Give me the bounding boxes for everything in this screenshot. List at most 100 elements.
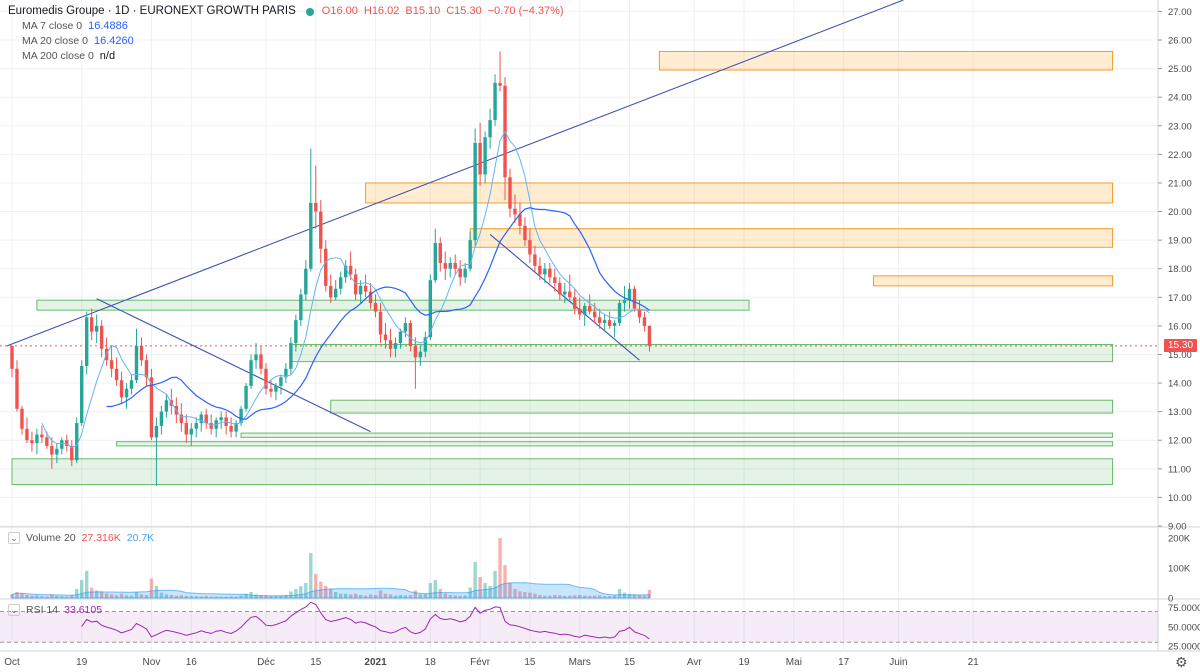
volume-bar xyxy=(642,595,647,598)
volume-bar xyxy=(304,583,308,598)
candle-body xyxy=(348,265,353,275)
price-tick-label: 16.00 xyxy=(1168,321,1192,332)
candle-body xyxy=(433,242,437,281)
collapse-chevron-icon[interactable]: ⌄ xyxy=(8,532,20,544)
candle-body xyxy=(568,291,572,298)
volume-bar xyxy=(388,594,393,598)
candle-body xyxy=(383,334,388,341)
ma7-line xyxy=(41,130,650,449)
candle-body xyxy=(294,320,298,344)
volume-bar xyxy=(60,596,64,598)
candle-body xyxy=(20,408,24,429)
volume-bar xyxy=(528,592,532,598)
candle-body xyxy=(563,291,567,295)
candle-body xyxy=(403,323,408,332)
candle-body xyxy=(209,423,213,429)
price-tick-label: 20.00 xyxy=(1168,207,1192,218)
candle-body xyxy=(189,428,193,435)
symbol-title[interactable]: Euromedis Groupe · 1D · EURONEXT GROWTH … xyxy=(8,5,296,17)
candle-body xyxy=(393,343,398,349)
volume-bar xyxy=(164,594,169,598)
time-tick-label: Mai xyxy=(786,657,802,668)
candle-body xyxy=(35,434,39,444)
volume-bar xyxy=(219,596,223,598)
volume-bar xyxy=(224,596,228,598)
collapse-chevron-icon[interactable]: ⌄ xyxy=(8,604,20,616)
candle-body xyxy=(413,345,418,358)
indicator-ma20[interactable]: MA 20 close 0 16.4260 xyxy=(22,34,564,49)
time-tick-label: 18 xyxy=(425,657,437,668)
volume-bar xyxy=(80,580,84,598)
candle-body xyxy=(154,425,159,438)
volume-bar xyxy=(583,595,587,598)
volume-bar xyxy=(448,595,452,598)
volume-bar xyxy=(239,595,243,598)
price-tick-label: 14.00 xyxy=(1168,379,1192,390)
volume-bar xyxy=(488,586,492,598)
candle-body xyxy=(179,414,184,424)
time-tick-label: Mars xyxy=(569,657,591,668)
candle-body xyxy=(388,340,393,349)
volume-value: 27.316K xyxy=(81,532,121,544)
candle-body xyxy=(548,268,552,278)
candle-body xyxy=(453,263,457,269)
candle-body xyxy=(289,343,293,369)
candle-body xyxy=(473,142,477,241)
candle-body xyxy=(428,280,433,338)
time-tick-label: Avr xyxy=(687,657,702,668)
candle-body xyxy=(597,317,602,324)
indicator-ma7[interactable]: MA 7 close 0 16.4886 xyxy=(22,19,564,34)
candle-body xyxy=(463,268,467,278)
volume-ma-value: 20.7K xyxy=(126,532,155,544)
candle-body xyxy=(617,303,622,324)
volume-tick-label: 100K xyxy=(1168,564,1191,575)
volume-bar xyxy=(35,595,39,598)
price-tick-label: 25.00 xyxy=(1168,64,1192,75)
volume-bar xyxy=(473,562,477,598)
ma20-value: 16.4260 xyxy=(93,35,134,47)
volume-bar xyxy=(55,595,59,598)
volume-bar xyxy=(503,565,507,598)
candle-body xyxy=(578,308,582,315)
volume-bar xyxy=(592,595,597,598)
candle-body xyxy=(334,288,338,298)
volume-bar xyxy=(433,580,437,598)
trendline xyxy=(96,298,371,433)
candle-body xyxy=(159,411,164,426)
volume-bar xyxy=(548,595,552,598)
rsi-label: RSI 14 xyxy=(26,604,59,616)
indicator-ma200[interactable]: MA 200 close 0 n/d xyxy=(22,49,564,64)
volume-bar xyxy=(543,595,547,598)
settings-gear-icon[interactable]: ⚙ xyxy=(1175,654,1188,670)
volume-bar xyxy=(428,583,433,598)
candle-body xyxy=(607,320,612,326)
volume-bar xyxy=(99,591,104,598)
time-tick-label: 21 xyxy=(968,657,980,668)
volume-bar xyxy=(498,538,502,598)
price-tick-label: 12.00 xyxy=(1168,436,1192,447)
volume-bar xyxy=(353,593,358,598)
candle-body xyxy=(109,360,114,369)
market-status-icon xyxy=(305,7,314,16)
volume-bar xyxy=(254,594,258,598)
volume-bar xyxy=(373,595,378,598)
candle-body xyxy=(15,368,19,409)
candle-body xyxy=(219,417,223,421)
candle-body xyxy=(592,311,597,318)
candle-body xyxy=(45,437,49,446)
candle-body xyxy=(538,265,542,275)
time-tick-label: Nov xyxy=(143,657,161,668)
candle-body xyxy=(343,265,348,278)
candle-body xyxy=(199,414,203,424)
volume-bars xyxy=(10,538,652,598)
rsi-value: 33.6105 xyxy=(64,604,103,616)
price-tick-label: 19.00 xyxy=(1168,236,1192,247)
candle-body xyxy=(55,448,59,455)
candle-body xyxy=(493,82,497,121)
volume-label: Volume 20 xyxy=(26,532,76,544)
volume-bar xyxy=(602,596,607,598)
candle-body xyxy=(373,303,378,312)
candle-body xyxy=(129,380,134,389)
